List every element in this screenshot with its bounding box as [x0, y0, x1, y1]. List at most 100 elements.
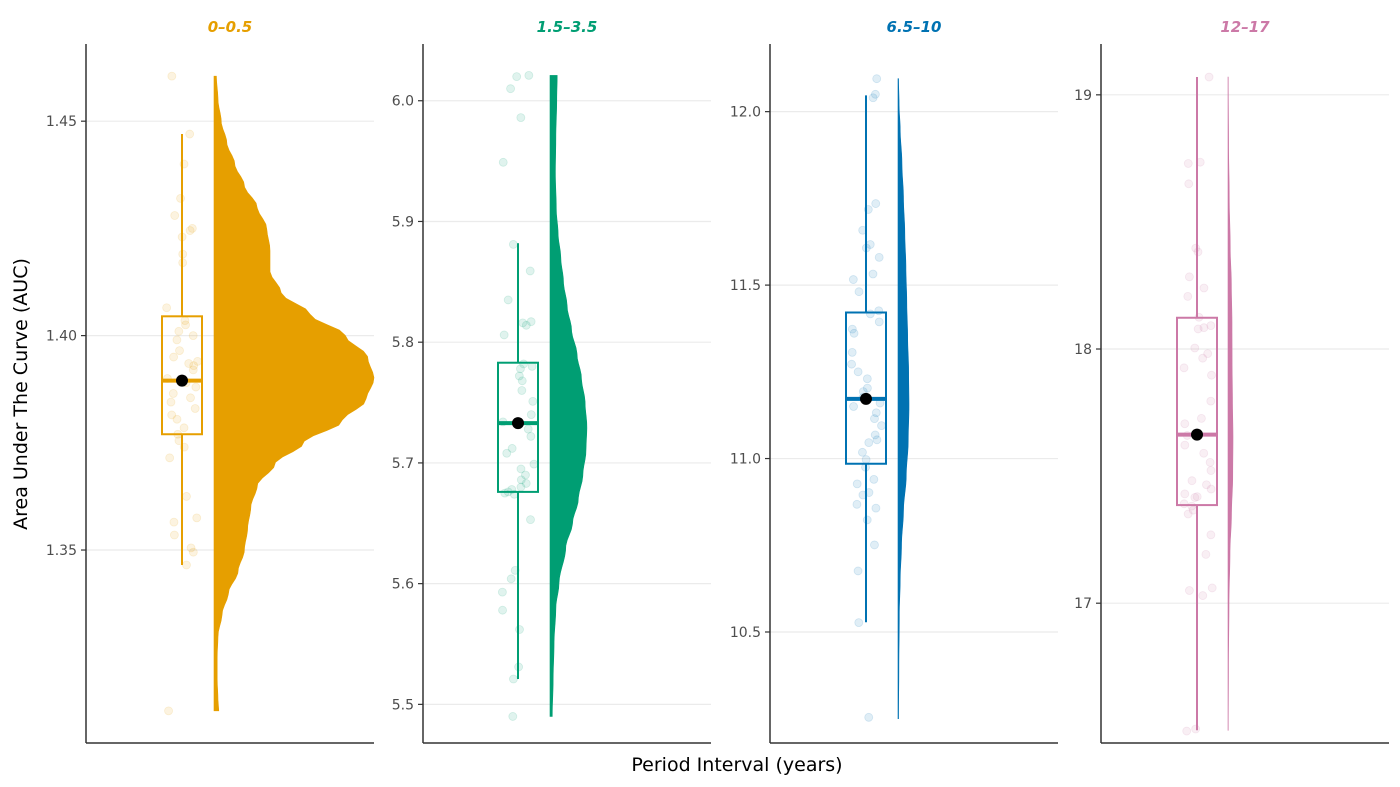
data-point	[506, 574, 516, 584]
data-point	[1187, 476, 1197, 486]
data-point	[849, 328, 859, 338]
data-point	[871, 199, 881, 208]
data-point	[1183, 291, 1193, 301]
data-point	[508, 239, 518, 249]
mean-point	[1191, 428, 1203, 441]
data-point	[1199, 448, 1209, 458]
data-point	[164, 706, 173, 716]
data-point	[868, 269, 878, 279]
data-point	[872, 435, 882, 445]
data-point	[516, 113, 526, 123]
density-half-violin	[1227, 76, 1234, 731]
iqr-box	[161, 315, 203, 436]
y-tick-label: 11.0	[730, 452, 761, 468]
data-point	[1206, 321, 1216, 331]
data-point	[516, 464, 526, 474]
data-point	[1204, 72, 1214, 82]
iqr-box	[497, 361, 539, 493]
data-point	[847, 359, 856, 369]
data-point	[1201, 550, 1211, 559]
y-tick-label: 1.40	[46, 329, 77, 345]
facet-title: 0–0.5	[208, 18, 253, 36]
data-point	[1206, 530, 1216, 540]
data-point	[874, 306, 884, 316]
data-point	[854, 287, 864, 297]
data-point	[1180, 440, 1190, 450]
data-point	[871, 503, 881, 513]
data-point	[847, 347, 857, 357]
data-point	[868, 93, 878, 103]
data-point	[521, 479, 531, 488]
data-point	[877, 421, 886, 430]
data-point	[854, 618, 864, 628]
facet-panel: 1.35 1.40 1.45 0–0.5	[46, 18, 375, 744]
y-axis-title: Area Under The Curve (AUC)	[10, 258, 32, 530]
data-point	[1197, 414, 1206, 423]
density-half-violin	[549, 75, 588, 717]
data-point	[1207, 370, 1216, 380]
data-point	[192, 513, 202, 523]
y-tick-label: 10.5	[730, 625, 761, 641]
data-point	[517, 376, 527, 386]
data-point	[175, 346, 184, 356]
data-point	[862, 515, 872, 525]
data-point	[1202, 480, 1211, 490]
data-point	[521, 470, 530, 480]
data-point	[168, 389, 178, 398]
data-point	[865, 309, 875, 319]
y-tick-label: 18	[1074, 342, 1092, 358]
data-point	[184, 359, 194, 368]
data-point	[870, 540, 879, 550]
data-point	[874, 317, 884, 327]
data-point	[870, 430, 880, 440]
data-point	[182, 560, 191, 570]
data-point	[1179, 499, 1189, 509]
data-point	[852, 499, 862, 509]
data-point	[1206, 484, 1216, 494]
data-point	[188, 547, 198, 557]
data-point	[498, 605, 507, 615]
data-point	[521, 320, 531, 330]
data-point	[176, 193, 185, 203]
data-point	[864, 438, 874, 447]
data-point	[1199, 283, 1209, 293]
x-axis-title: Period Interval (years)	[631, 754, 842, 776]
data-point	[188, 331, 198, 341]
y-tick-label: 12.0	[730, 105, 761, 121]
data-point	[167, 71, 177, 81]
data-point	[1184, 272, 1194, 282]
data-point	[526, 431, 536, 441]
data-point	[847, 324, 857, 334]
data-point	[186, 393, 195, 403]
data-point	[172, 414, 182, 424]
data-point	[516, 482, 526, 492]
mean-point	[860, 392, 872, 405]
data-point	[515, 625, 524, 634]
facet-title: 1.5–3.5	[537, 18, 598, 36]
facet-title: 12–17	[1220, 18, 1270, 36]
iqr-box	[1176, 316, 1218, 507]
data-point	[849, 402, 858, 411]
data-point	[1183, 159, 1193, 168]
facet-title: 6.5–10	[887, 18, 942, 36]
y-tick-label: 5.6	[392, 577, 414, 593]
data-point	[498, 157, 508, 167]
data-point	[499, 330, 509, 340]
data-point	[1190, 493, 1200, 502]
data-point	[172, 335, 182, 345]
facet-panel: 10.5 11.0 11.5 12.0 6.5–10	[730, 18, 1058, 744]
data-point	[516, 364, 525, 374]
data-point	[165, 453, 175, 463]
y-tick-label: 5.7	[392, 456, 414, 472]
data-point	[503, 295, 513, 305]
data-point	[181, 320, 190, 330]
data-point	[870, 414, 879, 424]
iqr-box	[845, 311, 887, 465]
data-point	[863, 383, 872, 393]
y-tick-label: 1.45	[46, 114, 77, 130]
data-point	[1205, 457, 1215, 467]
data-point	[848, 275, 858, 284]
data-point	[187, 223, 197, 233]
data-point	[858, 447, 867, 457]
